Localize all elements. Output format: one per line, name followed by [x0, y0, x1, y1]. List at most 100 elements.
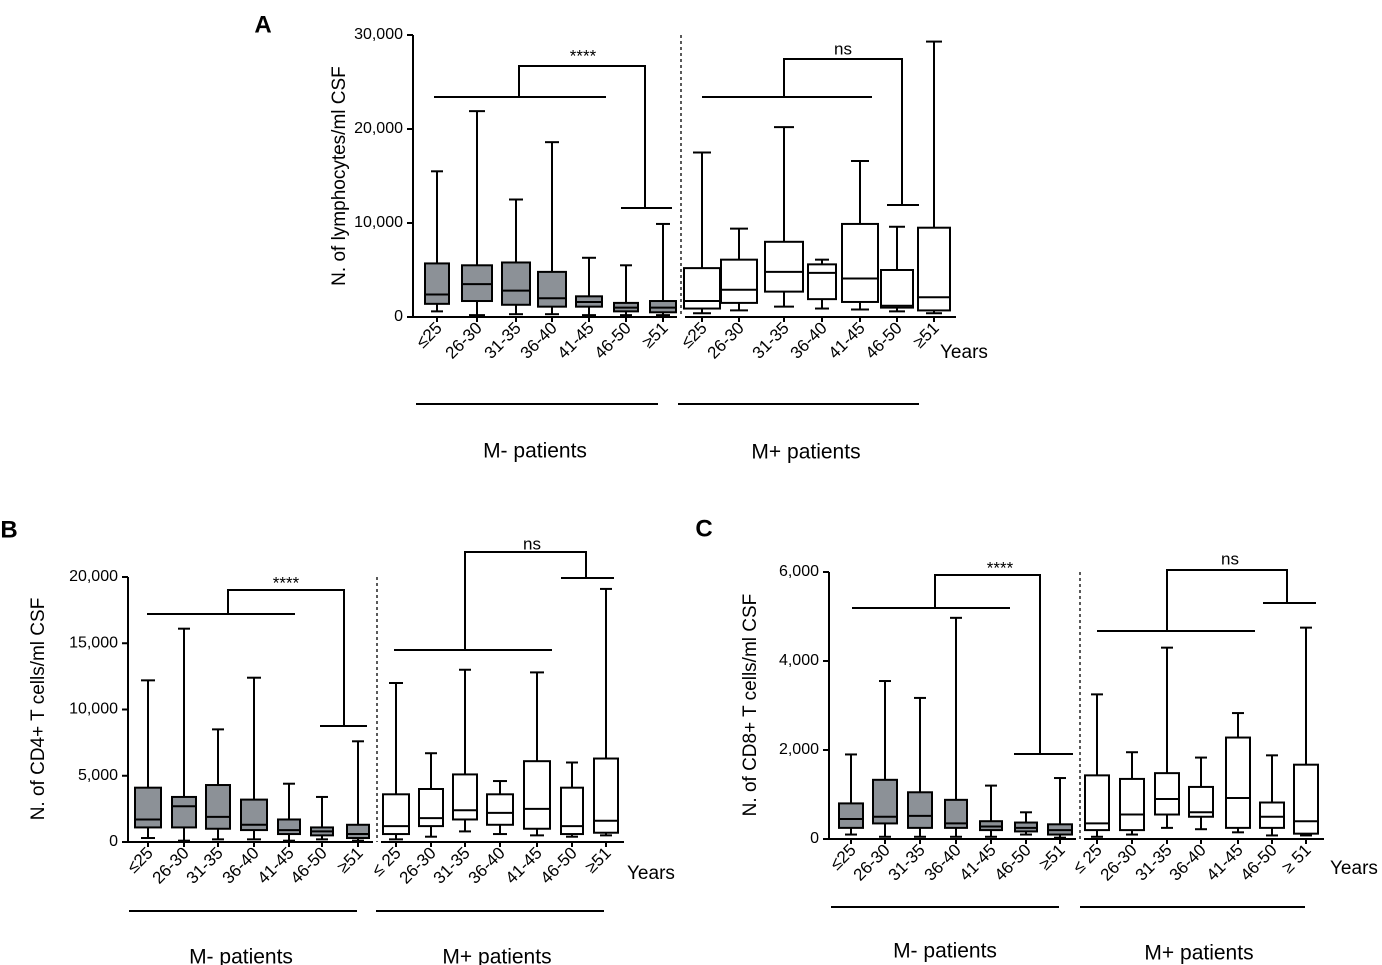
box-iqr [523, 760, 551, 830]
y-tick-label: 10,000 [69, 701, 118, 718]
significance-label: **** [570, 46, 597, 65]
y-tick-label: 5,000 [78, 767, 118, 784]
box-iqr [838, 802, 864, 829]
years-label: Years [940, 342, 988, 363]
x-tick-label: ≥51 [638, 318, 671, 351]
significance-label: **** [273, 573, 300, 592]
x-tick-label: 31-35 [1132, 840, 1176, 884]
x-tick-label: 26-30 [850, 840, 894, 884]
x-tick-label: 36-40 [921, 840, 965, 884]
box-iqr [1119, 777, 1145, 832]
significance-bracket [464, 551, 587, 650]
panel-a: A N. of lymphocytes/ml CSF 0 10,000 20,000 30… [254, 11, 988, 463]
y-tick-label: 15,000 [69, 634, 118, 651]
x-tick-label: 36-40 [1166, 840, 1210, 884]
years-label: Years [627, 863, 675, 884]
x-tick-label: 41-45 [956, 840, 1000, 884]
y-tick-label: 30,000 [354, 26, 403, 43]
x-tick-label: 41-45 [554, 318, 598, 362]
x-tick-label: 36-40 [465, 843, 509, 887]
box-iqr [418, 788, 444, 828]
y-axis-label: N. of CD8+ T cells/ml CSF [740, 594, 761, 817]
box-iqr [560, 786, 584, 836]
significance-label: ns [1221, 549, 1239, 568]
box-iqr [1293, 763, 1319, 835]
y-axis-label: N. of CD4+ T cells/ml CSF [28, 598, 49, 821]
y-tick-label: 2,000 [779, 741, 819, 758]
years-label: Years [1330, 858, 1378, 879]
panel-letter: C [695, 515, 712, 542]
box-iqr [205, 784, 231, 830]
group-label: M+ patients [751, 441, 860, 464]
y-tick-label: 6,000 [779, 563, 819, 580]
x-tick-label: ≥51 [581, 843, 614, 876]
x-tick-label: 41-45 [254, 843, 298, 887]
significance-bracket [783, 58, 903, 205]
x-tick-label: 41-45 [502, 843, 546, 887]
x-tick-label: ≤25 [412, 318, 445, 351]
x-tick-label: 46-50 [537, 843, 581, 887]
box-iqr [764, 240, 804, 293]
group-label: M- patients [189, 946, 293, 965]
box-iqr [424, 262, 450, 305]
x-tick-label: 31-35 [430, 843, 474, 887]
x-tick-label: 46-50 [591, 318, 635, 362]
box-iqr [907, 791, 933, 829]
box-iqr [807, 263, 837, 301]
panel-b: B N. of CD4+ T cells/ml CSF 0 5,000 10,000 15… [0, 516, 675, 965]
box-iqr [683, 267, 721, 310]
box-iqr [880, 269, 914, 309]
box-iqr [452, 773, 478, 821]
x-tick-label: 26-30 [1097, 840, 1141, 884]
x-tick-label: ≥51 [333, 843, 366, 876]
box-iqr [171, 795, 197, 829]
x-tick-label: 36-40 [517, 318, 561, 362]
y-tick-label: 0 [394, 308, 403, 325]
x-tick-label: 46-50 [862, 318, 906, 362]
x-tick-label: 31-35 [885, 840, 929, 884]
significance-bracket [1166, 569, 1288, 631]
box-iqr [720, 258, 758, 304]
x-tick-label: 41-45 [825, 318, 869, 362]
y-tick-label: 20,000 [69, 568, 118, 585]
x-tick-label: 26-30 [442, 318, 486, 362]
x-tick-label: 46-50 [287, 843, 331, 887]
x-tick-label: 46-50 [1237, 840, 1281, 884]
group-label: M- patients [893, 940, 997, 963]
x-tick-label: 26-30 [396, 843, 440, 887]
significance-label: ns [523, 534, 541, 553]
group-label: M- patients [483, 440, 587, 463]
x-tick-label: ≥51 [1035, 840, 1068, 873]
box-iqr [1084, 774, 1110, 832]
box-iqr [501, 261, 531, 306]
x-tick-label: 46-50 [991, 840, 1035, 884]
box-iqr [134, 786, 162, 829]
significance-bracket [934, 574, 1041, 754]
y-tick-label: 0 [810, 830, 819, 847]
box-iqr [1154, 772, 1180, 816]
box-iqr [382, 793, 410, 836]
box-iqr [346, 823, 370, 840]
x-tick-label: ≥51 [909, 318, 942, 351]
y-tick-label: 10,000 [354, 214, 403, 231]
x-tick-label: 31-35 [183, 843, 227, 887]
y-tick-label: 0 [109, 833, 118, 850]
box-iqr [537, 270, 567, 308]
panel-letter: B [0, 516, 17, 543]
box-iqr [486, 793, 514, 826]
box-iqr [1259, 801, 1285, 829]
significance-label: **** [987, 558, 1014, 577]
x-tick-label: 26-30 [704, 318, 748, 362]
significance-bracket [227, 589, 345, 726]
box-iqr [841, 222, 879, 303]
panel-c: C N. of CD8+ T cells/ml CSF 0 2,000 4,000 6,0… [695, 515, 1378, 964]
x-tick-label: 36-40 [787, 318, 831, 362]
y-tick-label: 20,000 [354, 120, 403, 137]
x-tick-label: 41-45 [1203, 840, 1247, 884]
group-label: M+ patients [442, 946, 551, 965]
group-label: M+ patients [1144, 942, 1253, 965]
box-iqr [944, 798, 968, 829]
box-iqr [1225, 736, 1251, 829]
x-tick-label: 26-30 [149, 843, 193, 887]
